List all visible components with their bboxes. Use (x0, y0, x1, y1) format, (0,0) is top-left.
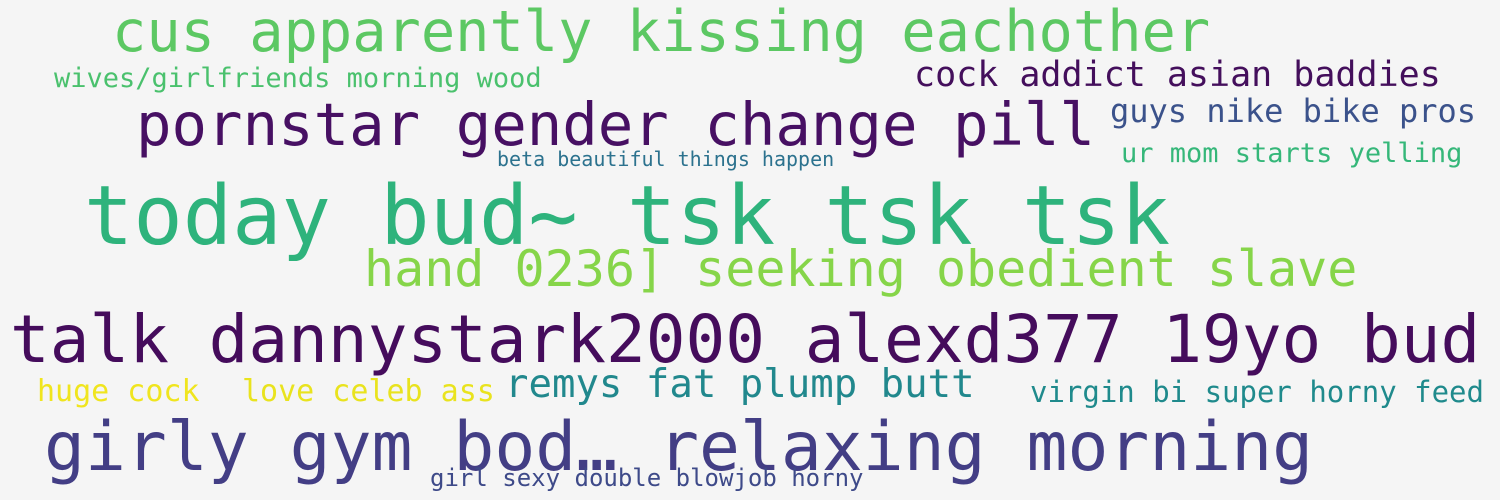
phrase-guys-nike-bike-pros: guys nike bike pros (1110, 92, 1477, 130)
phrase-cus-apparently-kissing-eachother: cus apparently kissing eachother (112, 0, 1211, 65)
phrase-beta-beautiful-things-happen: beta beautiful things happen (497, 147, 835, 171)
phrase-cock-addict-asian-baddies: cock addict asian baddies (914, 55, 1441, 95)
phrase-love-celeb-ass: love celeb ass (242, 374, 495, 409)
phrase-virgin-bi-super-horny-feed: virgin bi super horny feed (1030, 375, 1484, 409)
phrase-talk-dannystark-alexd-19yo-bud: talk dannystark2000 alexd377 19yo bud (10, 301, 1481, 378)
phrase-remys-fat-plump-butt: remys fat plump butt (505, 362, 975, 407)
phrase-pornstar-gender-change-pill: pornstar gender change pill (136, 90, 1096, 159)
phrase-hand-seeking-obedient-slave: hand 0236] seeking obedient slave (364, 240, 1358, 298)
phrase-today-bud-tsk: today bud~ tsk tsk tsk (84, 169, 1171, 264)
phrase-girl-sexy-double-blowjob-horny: girl sexy double blowjob horny (430, 464, 864, 492)
phrase-huge-cock: huge cock (37, 374, 200, 409)
phrase-wives-girlfriends-morning-wood: wives/girlfriends morning wood (54, 63, 542, 94)
phrase-girly-gym-bod-relaxing-morning: girly gym bod… relaxing morning (44, 408, 1314, 487)
phrase-ur-mom-starts-yelling: ur mom starts yelling (1121, 138, 1463, 169)
